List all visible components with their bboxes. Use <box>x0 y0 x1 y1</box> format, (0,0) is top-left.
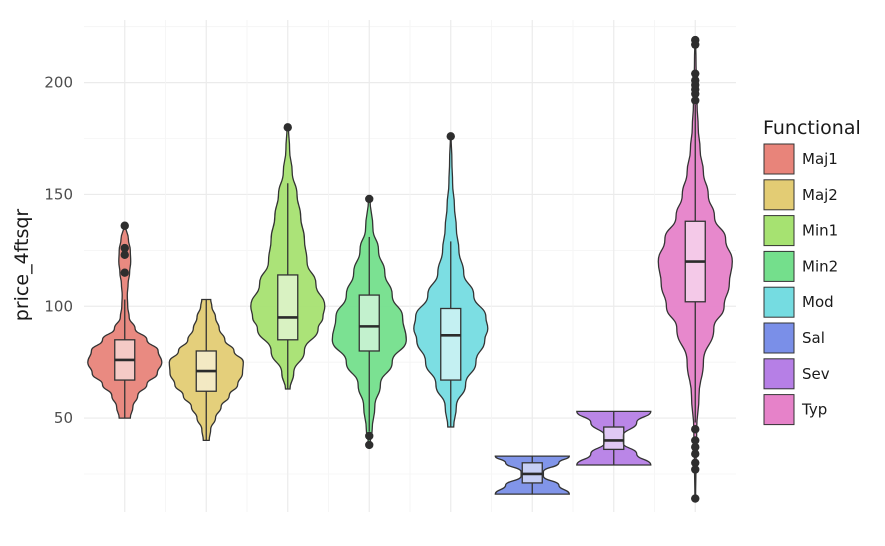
outlier-point <box>691 449 700 459</box>
legend-label: Min2 <box>802 257 838 275</box>
outlier-point <box>446 132 455 141</box>
legend-item-min1: Min1 <box>763 215 838 247</box>
outlier-point <box>365 440 374 450</box>
box-sev <box>603 426 625 451</box>
legend-swatch <box>763 394 795 426</box>
outlier-point <box>120 268 129 277</box>
legend-swatch <box>763 215 795 247</box>
legend-label: Maj2 <box>802 186 838 204</box>
legend-item-maj1: Maj1 <box>763 143 838 175</box>
outlier-point <box>120 250 129 260</box>
legend-label: Sev <box>802 365 830 383</box>
outlier-point <box>120 243 129 253</box>
legend-label: Maj1 <box>802 150 838 168</box>
box-min1 <box>277 274 299 341</box>
legend-item-mod: Mod <box>763 286 834 318</box>
outlier-point <box>691 69 700 78</box>
legend-swatch <box>763 286 795 318</box>
legend-swatch <box>763 322 795 354</box>
outlier-point <box>691 436 700 445</box>
outlier-point <box>283 123 292 132</box>
y-tick-label: 200 <box>44 74 73 92</box>
legend-swatch <box>763 179 795 211</box>
legend-swatch <box>763 143 795 175</box>
outlier-point <box>365 194 374 204</box>
legend-item-typ: Typ <box>763 394 827 426</box>
y-tick-label: 50 <box>54 409 73 427</box>
outlier-point <box>691 465 700 474</box>
legend-label: Min1 <box>802 222 838 240</box>
outlier-point <box>691 96 700 105</box>
outlier-point <box>365 431 374 441</box>
outlier-point <box>691 425 700 434</box>
violin-group-maj1 <box>87 221 163 419</box>
violin-group-sal <box>494 455 570 495</box>
legend-item-maj2: Maj2 <box>763 179 838 211</box>
grid <box>84 20 736 512</box>
y-axis-title: price_4ftsqr <box>11 209 33 322</box>
legend-swatch <box>763 358 795 390</box>
violin-group-maj2 <box>168 298 244 442</box>
violin-group-sev <box>576 410 652 466</box>
violin-group-min2 <box>331 194 407 450</box>
legend-item-sal: Sal <box>763 322 825 354</box>
legend-label: Mod <box>802 293 834 311</box>
legend-label: Typ <box>801 401 827 419</box>
y-tick-label: 150 <box>44 185 73 203</box>
violins <box>87 35 733 503</box>
legend-swatch <box>763 250 795 282</box>
outlier-point <box>691 494 700 503</box>
outlier-point <box>691 35 700 45</box>
box-mod <box>440 307 462 381</box>
y-axis-ticks: 50 100 150 200 <box>44 74 73 427</box>
outlier-point <box>691 442 700 452</box>
legend-title: Functional <box>763 117 861 139</box>
legend-item-min2: Min2 <box>763 250 838 282</box>
violin-group-mod <box>413 132 489 428</box>
legend-label: Sal <box>802 329 825 347</box>
outlier-point <box>120 221 129 230</box>
outlier-point <box>691 76 700 85</box>
box-min2 <box>358 294 380 352</box>
y-tick-label: 100 <box>44 297 73 315</box>
violin-group-min1 <box>250 123 326 390</box>
legend-item-sev: Sev <box>763 358 830 390</box>
legend: Functional Maj1 Maj2 Min1 Min2 Mod Sal Sev Typ <box>763 117 861 426</box>
violin-group-typ <box>657 35 733 503</box>
outlier-point <box>691 458 700 467</box>
